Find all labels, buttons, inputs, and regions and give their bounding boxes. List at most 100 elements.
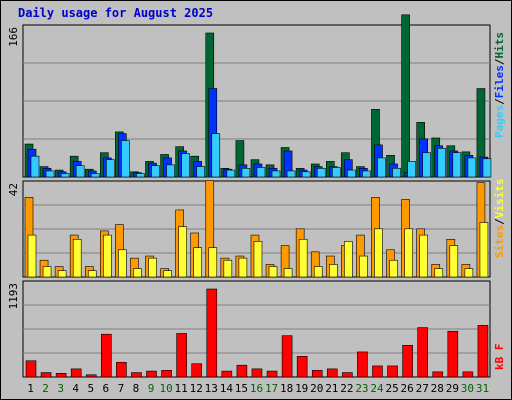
- x-tick-label-day-8: 8: [133, 382, 140, 395]
- bar-pages-day-1: [30, 155, 40, 178]
- x-tick-label-day-4: 4: [72, 382, 79, 395]
- bar-pages-day-3: [60, 173, 70, 178]
- x-tick-label-day-10: 10: [159, 382, 172, 395]
- bar-kb-f-day-20: [311, 370, 323, 378]
- bar-kb-f-day-7: [116, 361, 127, 378]
- bar-pages-day-26: [407, 161, 416, 178]
- bar-kb-f-day-12: [191, 363, 203, 378]
- bar-visits-day-28: [434, 268, 444, 278]
- bar-pages-day-8: [136, 173, 145, 178]
- bar-kb-f-day-10: [161, 370, 172, 378]
- bar-kb-f-day-11: [176, 333, 187, 378]
- panel-bottom-ymax-label: 1193: [7, 283, 20, 310]
- bar-kb-f-day-22: [342, 372, 353, 378]
- legend-entry-sites: Sites: [493, 225, 506, 258]
- x-tick-label-day-6: 6: [103, 382, 110, 395]
- x-tick-label-day-25: 25: [385, 382, 398, 395]
- bar-kb-f-day-17: [266, 370, 278, 378]
- bar-hits-day-26: [401, 14, 410, 178]
- bar-visits-day-23: [359, 255, 368, 278]
- x-tick-label-day-30: 30: [461, 382, 474, 395]
- x-tick-label-day-16: 16: [250, 382, 263, 395]
- bar-visits-day-25: [389, 259, 398, 278]
- bar-pages-day-15: [241, 168, 251, 178]
- bar-pages-day-11: [181, 153, 190, 178]
- legend-entry-pages: Pages: [493, 105, 506, 138]
- bar-kb-f-day-31: [477, 325, 489, 378]
- bar-pages-day-4: [75, 165, 85, 178]
- bar-visits-day-17: [268, 266, 278, 278]
- x-tick-label-day-13: 13: [205, 382, 218, 395]
- bar-visits-day-31: [479, 222, 489, 278]
- bar-kb-f-day-21: [326, 368, 338, 378]
- bar-visits-day-1: [27, 234, 37, 278]
- panel-middle-ymax-label: 42: [7, 183, 20, 196]
- bar-pages-day-19: [301, 171, 311, 178]
- bar-kb-f-day-9: [146, 370, 157, 378]
- bar-pages-day-16: [256, 167, 266, 178]
- bar-pages-day-23: [362, 170, 371, 178]
- legend-entry-separator: /: [493, 58, 506, 65]
- bar-pages-day-2: [45, 170, 55, 178]
- bar-visits-day-5: [87, 270, 97, 278]
- bar-kb-f-day-15: [236, 364, 248, 378]
- x-tick-label-day-21: 21: [325, 382, 338, 395]
- bar-visits-day-2: [42, 266, 52, 278]
- bar-visits-day-6: [103, 234, 112, 278]
- bar-kb-f-day-23: [357, 351, 368, 378]
- bar-pages-day-22: [347, 169, 356, 178]
- x-tick-label-day-3: 3: [57, 382, 64, 395]
- chart-title: Daily usage for August 2025: [18, 6, 213, 20]
- bar-visits-day-22: [344, 241, 353, 278]
- bar-pages-day-17: [271, 170, 281, 178]
- bar-visits-day-8: [133, 268, 142, 278]
- panel-top-legend: Pages/Files/Hits: [493, 32, 506, 138]
- bar-kb-f-day-3: [55, 373, 67, 378]
- bar-kb-f-day-27: [417, 327, 428, 378]
- x-tick-label-day-2: 2: [42, 382, 49, 395]
- x-tick-label-day-19: 19: [295, 382, 308, 395]
- bar-pages-day-30: [467, 157, 477, 178]
- bar-visits-day-16: [253, 241, 263, 278]
- bar-kb-f-day-6: [101, 333, 112, 378]
- x-tick-label-day-31: 31: [476, 382, 489, 395]
- bar-visits-day-24: [374, 228, 383, 278]
- bar-kb-f-day-4: [70, 368, 82, 378]
- bar-pages-day-13: [211, 133, 221, 178]
- bar-visits-day-7: [118, 249, 127, 278]
- bar-pages-day-12: [196, 166, 206, 178]
- x-tick-label-day-12: 12: [190, 382, 203, 395]
- bar-pages-day-6: [106, 159, 115, 178]
- x-tick-label-day-11: 11: [175, 382, 188, 395]
- bar-pages-day-20: [316, 168, 326, 178]
- legend-entry-files: Files: [493, 65, 506, 98]
- x-tick-label-day-17: 17: [265, 382, 278, 395]
- x-tick-label-day-29: 29: [446, 382, 459, 395]
- legend-entry-separator: /: [493, 218, 506, 225]
- bar-kb-f-day-2: [40, 372, 52, 378]
- bar-kb-f-day-19: [296, 356, 308, 378]
- bar-visits-day-29: [449, 245, 459, 278]
- bar-pages-day-25: [392, 168, 401, 178]
- bar-kb-f-day-18: [281, 335, 293, 378]
- bar-visits-day-15: [238, 257, 248, 278]
- bar-pages-day-24: [377, 157, 386, 178]
- x-tick-label-day-9: 9: [148, 382, 155, 395]
- x-tick-label-day-7: 7: [118, 382, 125, 395]
- bar-kb-f-day-24: [372, 365, 383, 378]
- bar-visits-day-9: [148, 257, 157, 278]
- bar-visits-day-10: [163, 270, 172, 278]
- bar-kb-f-day-5: [85, 374, 97, 378]
- bar-pages-day-5: [90, 173, 100, 178]
- bar-pages-day-10: [166, 164, 175, 178]
- bar-kb-f-day-26: [402, 344, 413, 378]
- x-tick-label-day-26: 26: [401, 382, 414, 395]
- legend-entry-hits: Hits: [493, 32, 506, 59]
- bar-visits-day-30: [464, 268, 474, 278]
- bar-visits-day-18: [283, 268, 293, 278]
- x-tick-label-day-20: 20: [310, 382, 323, 395]
- x-tick-label-day-18: 18: [280, 382, 293, 395]
- legend-entry-separator: /: [493, 98, 506, 105]
- bar-visits-day-19: [298, 238, 308, 278]
